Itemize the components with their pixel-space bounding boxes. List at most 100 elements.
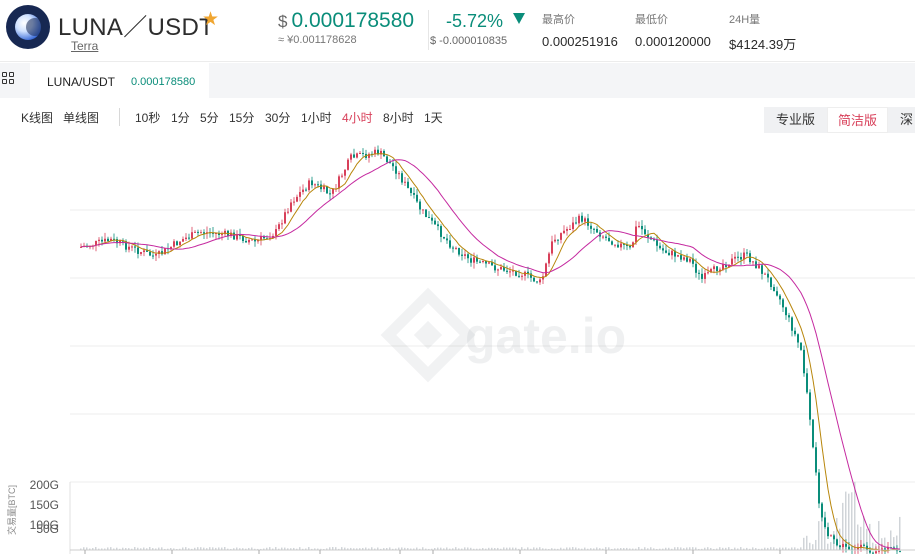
candle-body (818, 472, 820, 504)
pro-version-button[interactable]: 专业版 (776, 112, 816, 127)
volume-bar (302, 548, 304, 550)
interval-15m[interactable]: 15分 (229, 111, 255, 125)
candle-body (278, 224, 280, 230)
interval-4h[interactable]: 4小时 (342, 111, 373, 125)
volume-bar (155, 548, 157, 550)
candle-body (257, 240, 259, 242)
favorite-star-icon[interactable]: ★ (202, 9, 220, 30)
candle-body (617, 244, 619, 248)
volume-bar (521, 547, 523, 550)
candle-body (527, 271, 529, 274)
price-value: 0.000178580 (291, 9, 415, 32)
volume-bar (848, 493, 850, 550)
candle-body (110, 238, 112, 242)
volume-bar (392, 548, 394, 550)
interval-1m[interactable]: 1分 (171, 111, 190, 125)
volume-bar (185, 547, 187, 550)
interval-1h[interactable]: 1小时 (301, 111, 332, 125)
grid-layout-icon[interactable] (2, 72, 16, 86)
volume-bar (746, 547, 748, 550)
candle-body (827, 527, 829, 537)
candle-body (176, 241, 178, 246)
candle-body (134, 246, 136, 248)
stat-high: 最高价 0.000251916 (542, 11, 618, 49)
volume-bar (110, 547, 112, 550)
volume-bar (665, 547, 667, 550)
interval-1d[interactable]: 1天 (424, 111, 443, 125)
volume-bar (137, 547, 139, 550)
time-axis (70, 549, 915, 554)
candle-body (173, 241, 175, 247)
candle-body (614, 244, 616, 246)
volume-bar (719, 547, 721, 550)
candle-body (494, 265, 496, 271)
candle-body (146, 250, 148, 252)
candle-body (197, 231, 199, 233)
volume-bar (542, 548, 544, 550)
volume-bar (800, 547, 802, 550)
volume-bar (98, 548, 100, 550)
interval-30m[interactable]: 30分 (265, 111, 291, 125)
candle-body (332, 188, 334, 194)
candle-body (140, 252, 142, 254)
volume-bar (788, 548, 790, 550)
candle-body (215, 233, 217, 235)
volume-bar (182, 547, 184, 550)
volume-bar (701, 548, 703, 550)
volume-bar (662, 548, 664, 550)
volume-bar (824, 529, 826, 550)
interval-5m[interactable]: 5分 (200, 111, 219, 125)
volume-bar (209, 547, 211, 550)
volume-bar (635, 548, 637, 550)
candle-body (395, 166, 397, 174)
chart-type-kline[interactable]: K线图 (21, 111, 54, 125)
volume-axis-title: 交易量[BTC] (6, 485, 17, 535)
volume-bar (119, 548, 121, 550)
volume-bar (647, 548, 649, 550)
candle-body (734, 256, 736, 259)
volume-bar (149, 547, 151, 550)
volume-bar (350, 547, 352, 550)
interval-8h[interactable]: 8小时 (383, 111, 414, 125)
depth-button[interactable]: 深 (900, 112, 914, 127)
volume-bar (731, 548, 733, 550)
volume-bar (620, 548, 622, 550)
candle-body (539, 279, 541, 283)
candle-body (560, 233, 562, 240)
volume-bars (80, 481, 901, 550)
candle-body (260, 236, 262, 241)
candlestick-chart[interactable]: gate.io 交易量[BTC] 200G 150G 100G 50G (0, 140, 915, 554)
volume-bar (776, 548, 778, 550)
change-percent: -5.72% (446, 11, 504, 31)
volume-bar (266, 547, 268, 550)
candle-body (461, 254, 463, 256)
volume-bar (422, 547, 424, 550)
candle-body (512, 270, 514, 272)
volume-bar (683, 548, 685, 550)
volume-bar (284, 547, 286, 550)
simple-version-button[interactable]: 简洁版 (827, 107, 889, 133)
candle-body (803, 349, 805, 374)
candle-body (551, 241, 553, 254)
pair-title: LUNA／USDT (58, 14, 215, 41)
tab-luna-usdt[interactable]: LUNA/USDT 0.000178580 (30, 63, 209, 98)
candle-body (245, 241, 247, 243)
volume-bar (650, 547, 652, 550)
candle-body (692, 258, 694, 264)
stat-volume-value: $4124.39万 (729, 37, 797, 52)
volume-bar (707, 547, 709, 550)
volume-bar (80, 548, 82, 550)
chart-type-line[interactable]: 单线图 (63, 111, 100, 125)
candle-body (275, 229, 277, 236)
watermark-text: gate.io (465, 308, 626, 364)
candle-body (362, 152, 364, 154)
interval-10s[interactable]: 10秒 (135, 111, 161, 125)
volume-bar (173, 548, 175, 550)
volume-bar (245, 548, 247, 550)
volume-bar (863, 516, 865, 550)
volume-bar (239, 548, 241, 550)
candle-body (143, 250, 145, 253)
network-link[interactable]: Terra (71, 39, 99, 53)
candle-body (536, 281, 538, 283)
candle-body (455, 247, 457, 249)
